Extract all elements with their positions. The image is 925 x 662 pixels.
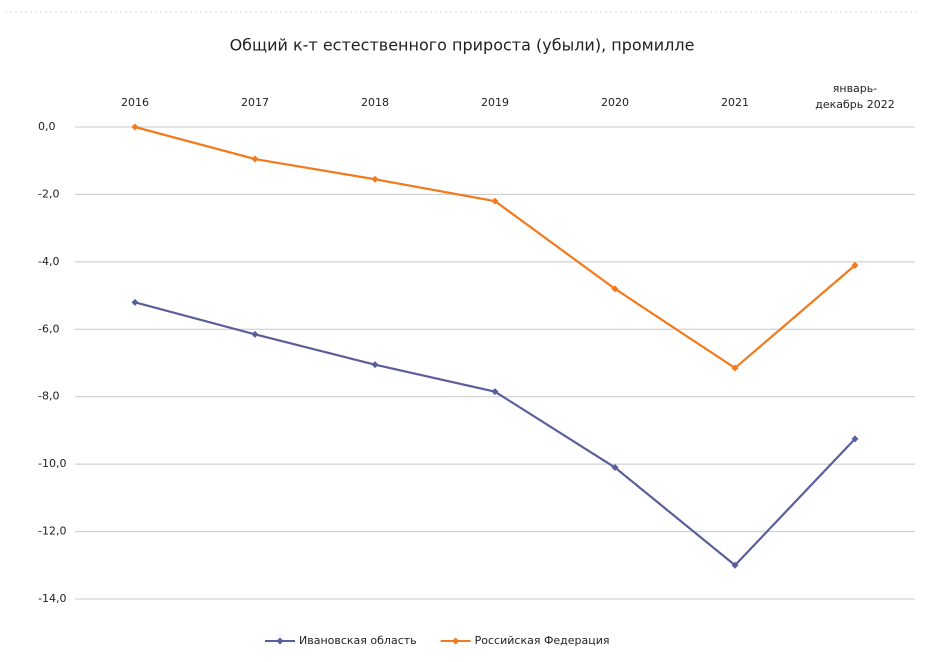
point — [131, 298, 139, 306]
y-tick-label: -10,0 — [38, 457, 66, 470]
x-tick-line: январь- — [833, 82, 877, 95]
point — [131, 123, 139, 131]
point — [851, 435, 859, 443]
point — [371, 361, 379, 369]
point — [731, 364, 739, 372]
y-tick-label: -2,0 — [38, 187, 59, 200]
y-tick-label: -4,0 — [38, 255, 59, 268]
y-tick-label: -12,0 — [38, 525, 66, 538]
legend-label: Российская Федерация — [475, 634, 610, 647]
point — [731, 561, 739, 569]
y-tick-label: -6,0 — [38, 322, 59, 335]
point — [371, 175, 379, 183]
x-tick-label: 2016 — [121, 96, 149, 109]
point — [851, 261, 859, 269]
legend-marker — [452, 637, 460, 645]
x-tick-label: 2018 — [361, 96, 389, 109]
x-tick-label: январь-декабрь 2022 — [815, 82, 895, 111]
point — [251, 330, 259, 338]
series-line — [134, 301, 856, 567]
legend-label: Ивановская область — [299, 634, 417, 647]
point — [611, 285, 619, 293]
chart-title: Общий к-т естественного прироста (убыли)… — [230, 36, 695, 55]
y-tick-label: 0,0 — [38, 120, 56, 133]
x-tick-label: 2017 — [241, 96, 269, 109]
point — [611, 464, 619, 472]
point — [491, 197, 499, 205]
x-tick-label: 2020 — [601, 96, 629, 109]
y-tick-label: -8,0 — [38, 390, 59, 403]
y-tick-label: -14,0 — [38, 592, 66, 605]
x-tick-line: декабрь 2022 — [815, 98, 895, 111]
x-tick-label: 2019 — [481, 96, 509, 109]
x-tick-label: 2021 — [721, 96, 749, 109]
point — [491, 388, 499, 396]
legend-marker — [276, 637, 284, 645]
point — [251, 155, 259, 163]
